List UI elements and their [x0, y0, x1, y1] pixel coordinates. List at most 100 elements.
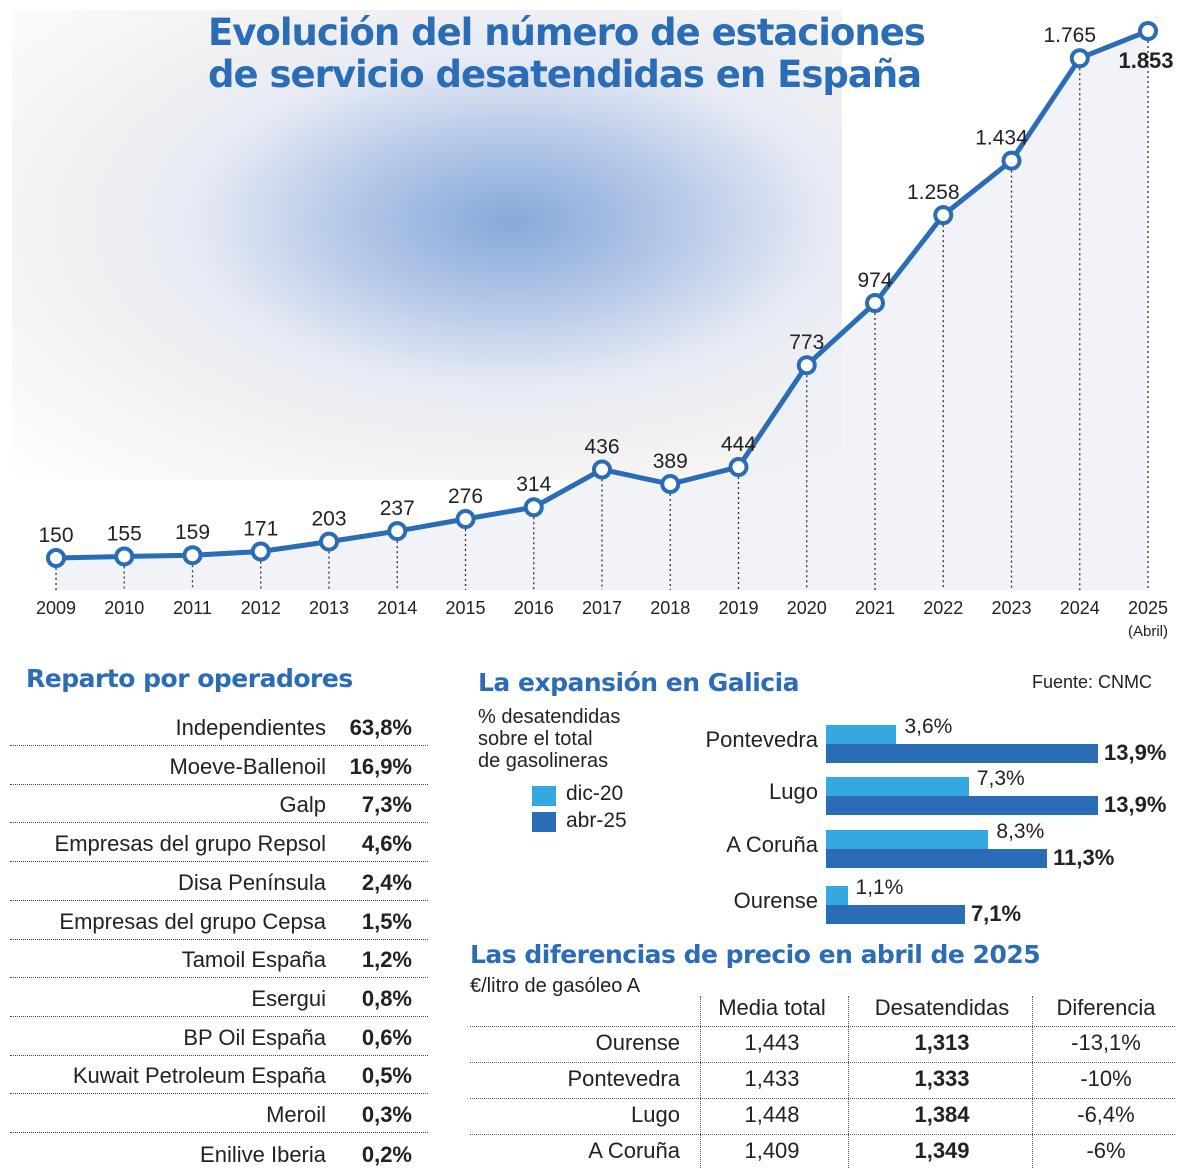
- x-tick-label: 2012: [241, 598, 281, 618]
- operator-share: 4,6%: [361, 831, 412, 857]
- subtitle-line: % desatendidas: [478, 706, 621, 728]
- operator-row: Kuwait Petroleum España 0,5%: [10, 1056, 428, 1095]
- data-label: 159: [175, 521, 210, 544]
- data-label: 1.258: [907, 181, 960, 204]
- bar-label-abr25: 7,1%: [970, 901, 1022, 926]
- data-point: [796, 355, 817, 376]
- galicia-category-label: Lugo: [769, 779, 818, 804]
- operator-share: 1,5%: [361, 908, 412, 934]
- x-tick-label: 2015: [445, 598, 485, 618]
- data-point: [250, 541, 271, 562]
- price-media-total: 1,448: [744, 1102, 800, 1127]
- price-media-total: 1,443: [744, 1030, 800, 1055]
- bar-abr25: [826, 905, 965, 924]
- price-subtitle: €/litro de gasóleo A: [470, 975, 641, 997]
- data-label: 436: [584, 435, 619, 458]
- legend-swatch-abr25: [532, 812, 556, 832]
- operator-row: Meroil 0,3%: [10, 1095, 428, 1133]
- price-column-header: Media total: [718, 995, 826, 1020]
- price-column-header: Desatendidas: [874, 995, 1010, 1020]
- bar-label-dic20: 1,1%: [855, 876, 904, 899]
- title-line: Evolución del número de estaciones: [208, 11, 926, 54]
- operator-name: Galp: [279, 792, 326, 818]
- x-tick-label: 2011: [173, 598, 212, 618]
- price-desatendidas: 1,384: [914, 1102, 970, 1127]
- operator-share: 0,8%: [361, 985, 412, 1011]
- data-label: 1.765: [1043, 24, 1096, 47]
- data-label: 237: [380, 497, 415, 520]
- data-label: 1.853: [1118, 48, 1173, 73]
- legend-swatch-dic20: [532, 786, 556, 806]
- galicia-category-label: Ourense: [733, 888, 818, 913]
- x-tick-label: 2025: [1128, 598, 1168, 618]
- data-point: [728, 457, 749, 478]
- legend-label: dic-20: [566, 782, 624, 805]
- data-label: 389: [653, 450, 688, 473]
- legend-label: abr-25: [566, 809, 627, 832]
- x-tick-label: 2014: [377, 598, 417, 618]
- row-divider: [470, 1026, 1175, 1027]
- area-fill: [56, 31, 1148, 590]
- operator-name: Tamoil España: [181, 947, 326, 973]
- price-region: Lugo: [631, 1102, 680, 1127]
- data-point: [455, 509, 476, 530]
- price-media-total: 1,433: [744, 1066, 800, 1091]
- price-column-header: Diferencia: [1056, 995, 1156, 1020]
- data-point: [46, 548, 66, 568]
- source: Fuente: CNMC: [1032, 672, 1153, 692]
- price-diferencia: -6,4%: [1077, 1102, 1135, 1127]
- x-tick-label: 2010: [104, 598, 144, 618]
- price-region: Ourense: [595, 1030, 680, 1055]
- operator-name: Disa Península: [178, 869, 326, 895]
- bar-dic20: [826, 777, 969, 796]
- data-point: [592, 459, 612, 480]
- operator-name: BP Oil España: [183, 1024, 326, 1050]
- operator-share: 7,3%: [361, 792, 412, 818]
- x-tick-label: 2020: [787, 598, 827, 618]
- x-tick-label: 2019: [718, 598, 758, 618]
- data-point: [1001, 150, 1022, 171]
- subtitle-line: de gasolineras: [478, 750, 609, 772]
- data-point: [387, 521, 408, 542]
- operator-share: 16,9%: [349, 753, 412, 779]
- x-tick-label: 2016: [514, 598, 554, 618]
- page-title: Evolución del número de estaciones de se…: [208, 11, 926, 96]
- operator-share: 0,6%: [361, 1024, 412, 1050]
- x-tick-label: 2017: [582, 598, 622, 618]
- price-diferencia: -13,1%: [1071, 1030, 1141, 1055]
- operator-name: Empresas del grupo Repsol: [54, 831, 326, 857]
- bar-dic20: [826, 725, 897, 744]
- data-label: 444: [721, 433, 756, 456]
- price-region: Pontevedra: [567, 1066, 680, 1091]
- operator-row: Disa Península 2,4%: [10, 863, 428, 901]
- bar-label-abr25: 13,9%: [1104, 792, 1167, 817]
- operator-name: Independientes: [175, 715, 326, 740]
- price-desatendidas: 1,349: [914, 1138, 970, 1163]
- data-label: 155: [107, 522, 142, 545]
- bar-abr25: [826, 796, 1099, 815]
- data-label: 773: [789, 331, 824, 354]
- data-point: [660, 474, 681, 495]
- price-desatendidas: 1,333: [914, 1066, 970, 1091]
- operator-share: 2,4%: [361, 869, 412, 895]
- row-divider: [470, 1062, 1175, 1063]
- operator-row: Galp 7,3%: [10, 785, 428, 824]
- price-diferencia: -6%: [1086, 1138, 1126, 1163]
- x-tick-label: 2024: [1060, 598, 1100, 618]
- x-tick-label: 2022: [923, 598, 963, 618]
- operator-row: Tamoil España 1,2%: [10, 940, 428, 979]
- data-label: 171: [243, 518, 278, 541]
- operator-row: BP Oil España 0,6%: [10, 1018, 428, 1056]
- bar-abr25: [826, 744, 1099, 763]
- operator-row: Empresas del grupo Repsol 4,6%: [10, 824, 428, 863]
- price-media-total: 1,409: [744, 1138, 800, 1163]
- data-label: 974: [857, 269, 892, 292]
- operator-share: 0,2%: [361, 1141, 412, 1167]
- data-point: [865, 293, 885, 314]
- column-divider: [1032, 996, 1033, 1168]
- column-divider: [700, 996, 701, 1168]
- fuel-pump-photo: [12, 10, 842, 480]
- x-tick-label: 2023: [991, 598, 1031, 618]
- bar-dic20: [826, 886, 848, 905]
- operator-name: Enilive Iberia: [200, 1141, 326, 1167]
